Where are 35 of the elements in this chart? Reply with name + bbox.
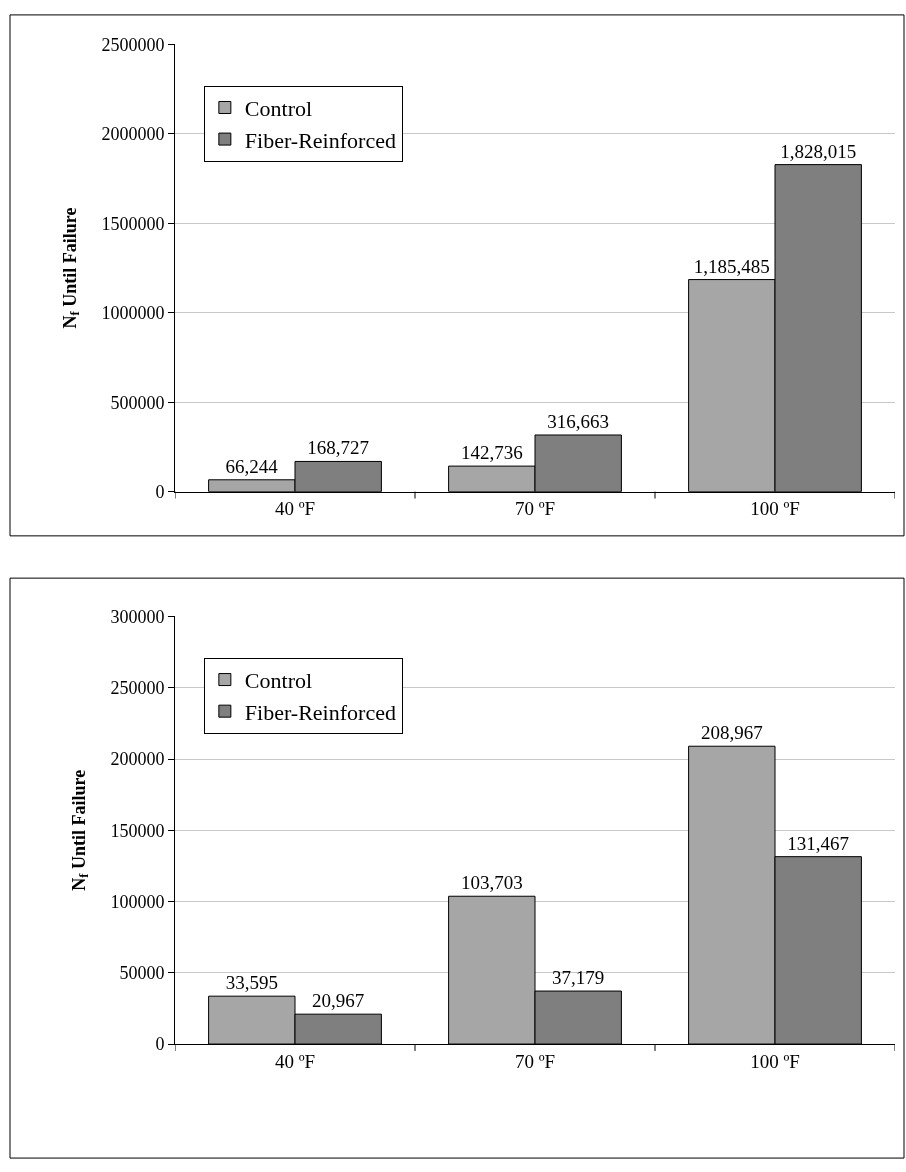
y-tick-label: 0 — [155, 1034, 165, 1055]
x-tick-label: 70 ºF — [514, 1050, 556, 1072]
legend-label: Control — [244, 668, 313, 694]
y-tick-label: 500000 — [110, 392, 165, 413]
data-label: 1,828,015 — [780, 140, 857, 162]
data-label: 66,244 — [225, 455, 279, 477]
y-tick-label: 200000 — [110, 749, 165, 770]
legend-label: Control — [244, 96, 313, 122]
y-tick-label: 250000 — [110, 678, 165, 699]
y-tick-label: 300000 — [110, 606, 165, 627]
y-tick-label: 0 — [155, 481, 165, 502]
legend-label: Fiber-Reinforced — [244, 127, 396, 153]
y-tick-label: 100000 — [110, 891, 165, 912]
x-tick-label: 100 ºF — [750, 1050, 800, 1072]
y-tick-label: 1500000 — [101, 213, 165, 234]
y-tick-label: 50000 — [119, 963, 165, 984]
data-label: 208,967 — [700, 722, 763, 744]
x-tick-label: 40 ºF — [274, 498, 316, 520]
data-label: 20,967 — [312, 990, 365, 1012]
x-tick-label: 100 ºF — [750, 498, 800, 520]
y-tick-label: 1000000 — [101, 303, 165, 324]
y-tick-label: 2500000 — [101, 34, 165, 55]
legend-label: Fiber-Reinforced — [244, 699, 396, 725]
data-label: 131,467 — [787, 832, 850, 854]
data-label: 33,595 — [225, 972, 278, 994]
data-label: 168,727 — [307, 437, 370, 459]
data-label: 316,663 — [547, 410, 610, 432]
y-tick-label: 2000000 — [101, 124, 165, 145]
x-tick-label: 70 ºF — [514, 498, 556, 520]
data-label: 142,736 — [460, 442, 523, 464]
y-tick-label: 150000 — [110, 820, 165, 841]
data-label: 37,179 — [552, 967, 605, 989]
x-tick-label: 40 ºF — [274, 1050, 316, 1072]
data-label: 1,185,485 — [693, 255, 770, 277]
data-label: 103,703 — [460, 872, 523, 894]
